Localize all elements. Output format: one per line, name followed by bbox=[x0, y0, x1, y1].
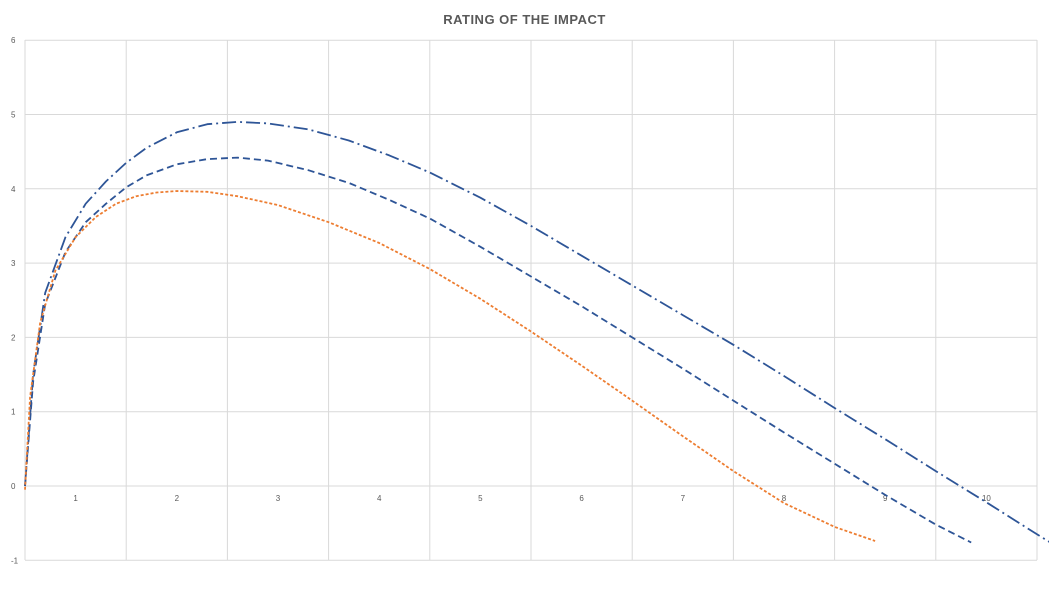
x-axis-ticks: 1 2 3 4 5 6 7 8 9 10 bbox=[73, 494, 991, 503]
y-tick-label: 3 bbox=[11, 259, 16, 268]
x-tick-label: 10 bbox=[982, 494, 991, 503]
chart-title: RATING OF THE IMPACT bbox=[443, 12, 606, 27]
x-tick-label: 1 bbox=[73, 494, 78, 503]
series-group bbox=[24, 121, 1049, 544]
y-tick-label: 5 bbox=[11, 111, 16, 120]
y-tick-label: 2 bbox=[11, 333, 16, 342]
series-line-2 bbox=[24, 156, 972, 544]
x-tick-label: 4 bbox=[377, 494, 382, 503]
x-tick-label: 6 bbox=[579, 494, 584, 503]
series-line-3 bbox=[24, 190, 876, 542]
y-tick-label: 6 bbox=[11, 36, 16, 45]
y-tick-label: -1 bbox=[11, 556, 19, 565]
x-tick-label: 5 bbox=[478, 494, 483, 503]
series-line-1 bbox=[24, 121, 1049, 543]
x-tick-label: 7 bbox=[681, 494, 686, 503]
y-tick-label: 0 bbox=[11, 482, 16, 491]
x-tick-label: 2 bbox=[175, 494, 180, 503]
y-axis-ticks: -1 0 1 2 3 4 5 6 bbox=[11, 36, 19, 565]
y-tick-label: 4 bbox=[11, 185, 16, 194]
grid bbox=[24, 39, 1038, 561]
x-tick-label: 9 bbox=[883, 494, 888, 503]
y-tick-label: 1 bbox=[11, 408, 16, 417]
x-tick-label: 8 bbox=[782, 494, 787, 503]
x-tick-label: 3 bbox=[276, 494, 281, 503]
